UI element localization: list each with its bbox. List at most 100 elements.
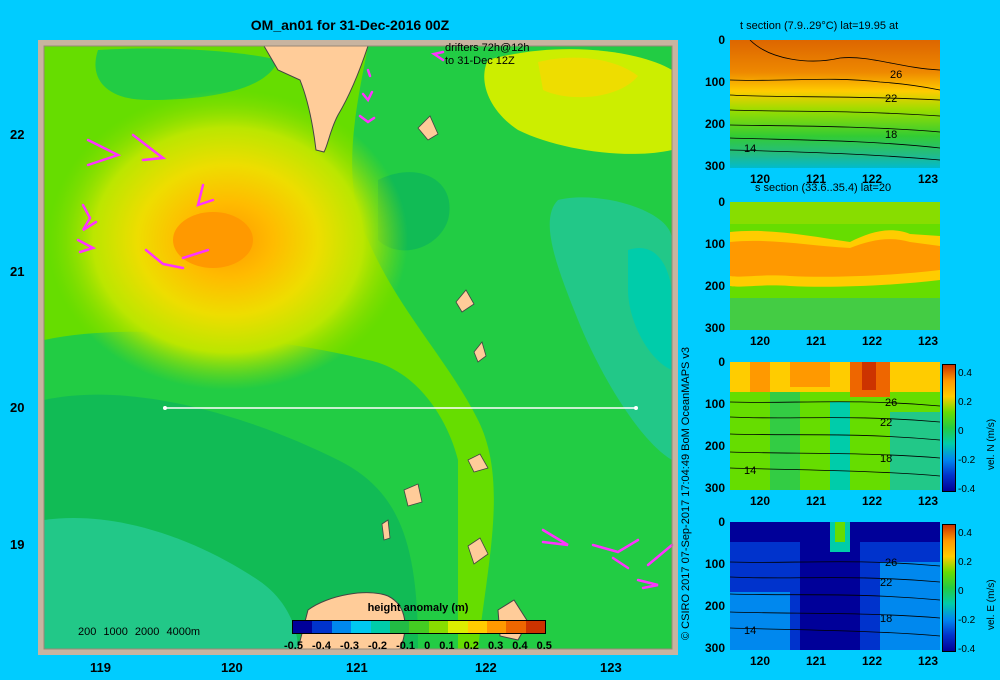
section-x-tick: 122: [862, 334, 883, 348]
section-x-tick: 123: [918, 494, 939, 508]
colorbar-swatch: [467, 621, 487, 633]
colorbar-swatch: [448, 621, 468, 633]
field-band-sw-teal: [44, 518, 298, 649]
colorbar-tick-label: 0.1: [439, 640, 455, 652]
colorbar-swatch: [486, 621, 507, 633]
colorbar-tick-label: 0.5: [536, 640, 552, 652]
colorbar-swatch: [428, 621, 449, 633]
island-6: [381, 519, 391, 541]
contour-label: 14: [744, 465, 756, 477]
height-anomaly-map: [38, 40, 678, 655]
y-tick-label: 21: [10, 264, 25, 279]
x-tick-label: 120: [221, 660, 243, 675]
colorbar-swatch: [409, 621, 429, 633]
section-title: s section (33.6..35.4) lat=20: [755, 182, 892, 194]
section-y-tick: 0: [718, 195, 725, 209]
section-x-tick: 120: [750, 654, 771, 668]
island-1: [417, 115, 439, 141]
colorbar-swatch: [293, 621, 313, 633]
vel-colorbar-tick: -0.4: [958, 484, 976, 495]
credit-text: © CSIRO 2017 07-Sep-2017 17:04:49 BoM Oc…: [680, 346, 692, 640]
section-y-tick: 100: [704, 557, 725, 571]
land-taiwan: [263, 45, 369, 153]
section-x-tick: 120: [750, 172, 771, 186]
section-y-tick: 200: [704, 117, 725, 131]
section-y-tick: 0: [718, 515, 725, 529]
colorbar: [292, 620, 546, 634]
section-y-tick: 200: [704, 439, 725, 453]
section-x-tick: 120: [750, 334, 771, 348]
vel-colorbar-tick: -0.4: [958, 644, 976, 655]
contour-label: 18: [885, 129, 897, 141]
section-x-tick: 122: [862, 654, 883, 668]
colorbar-swatch: [312, 621, 332, 633]
contour-label: 26: [885, 557, 897, 569]
section-x-tick: 123: [918, 334, 939, 348]
section-y-tick: 300: [704, 159, 725, 173]
vel-e-label: vel. E (m/s): [986, 579, 997, 630]
section-y-tick: 0: [718, 33, 725, 47]
drifter-tracks: [76, 50, 674, 590]
section-x-tick: 122: [862, 494, 883, 508]
vel-colorbar-tick: -0.2: [958, 615, 976, 626]
contour-label: 22: [880, 577, 892, 589]
colorbar-tick-label: -0.1: [396, 640, 416, 652]
section-y-tick: 100: [704, 237, 725, 251]
section-x-tick: 121: [806, 494, 827, 508]
velocity-east-section: 26 22 18 14: [730, 522, 940, 650]
island-3: [473, 341, 487, 363]
contour-label: 14: [744, 625, 756, 637]
field-blob-yellow-ne-core: [538, 57, 638, 98]
vel-n-label: vel. N (m/s): [986, 418, 997, 470]
colorbar-tick-label: 0: [424, 640, 431, 652]
y-tick-label: 22: [10, 127, 25, 142]
contour-label: 22: [880, 417, 892, 429]
island-7: [467, 537, 489, 565]
section-y-tick: 200: [704, 279, 725, 293]
colorbar-swatch: [525, 621, 546, 633]
island-4: [467, 453, 489, 473]
y-tick-label: 19: [10, 537, 25, 552]
section-x-tick: 121: [806, 654, 827, 668]
salinity-section: [730, 202, 940, 330]
vel-colorbar-tick: 0.4: [958, 368, 972, 379]
colorbar-tick-label: -0.4: [312, 640, 331, 652]
section-x-tick: 120: [750, 494, 771, 508]
section-x-tick: 123: [918, 654, 939, 668]
vel-colorbar-tick: 0.4: [958, 528, 972, 539]
x-tick-label: 123: [600, 660, 622, 675]
contour-label: 22: [885, 93, 897, 105]
field-lobe-cyan-east: [628, 248, 672, 370]
colorbar-tick-label: 0.2: [463, 640, 479, 652]
depth-legend: 200 1000 2000 4000m: [78, 626, 201, 638]
temperature-section: 26 22 18 14: [730, 40, 940, 168]
colorbar-tick-label: -0.5: [284, 640, 303, 652]
contour-label: 18: [880, 613, 892, 625]
section-y-tick: 200: [704, 599, 725, 613]
colorbar-swatch: [331, 621, 352, 633]
section-title: t section (7.9..29°C) lat=19.95 at: [740, 20, 899, 32]
credit: © CSIRO 2017 07-Sep-2017 17:04:49 BoM Oc…: [678, 290, 692, 640]
colorbar-ticks: -0.5 -0.4 -0.3 -0.2 -0.1 0 0.1 0.2 0.3 0.4 0.5: [284, 640, 552, 652]
colorbar-swatch: [370, 621, 390, 633]
section-x-tick: 121: [806, 334, 827, 348]
colorbar-swatch: [506, 621, 526, 633]
drifter-note-line2: to 31-Dec 12Z: [445, 55, 515, 67]
vel-colorbar-tick: 0: [958, 586, 964, 597]
section-y-tick: 0: [718, 355, 725, 369]
contour-label: 18: [880, 453, 892, 465]
vel-e-colorbar: [942, 524, 956, 652]
section-y-tick: 100: [704, 397, 725, 411]
colorbar-tick-label: 0.3: [487, 640, 504, 652]
velocity-north-section: 26 22 18 14: [730, 362, 940, 490]
x-tick-label: 119: [90, 660, 111, 675]
section-y-tick: 300: [704, 481, 725, 495]
colorbar-tick-label: -0.2: [368, 640, 388, 652]
section-x-tick: 123: [918, 172, 939, 186]
contour-label: 14: [744, 143, 756, 155]
colorbar-tick-label: 0.4: [512, 640, 528, 652]
section-y-tick: 300: [704, 321, 725, 335]
section-x-tick: 122: [862, 172, 883, 186]
colorbar-tick-label: -0.3: [340, 640, 359, 652]
vel-colorbar-tick: 0.2: [958, 557, 972, 568]
